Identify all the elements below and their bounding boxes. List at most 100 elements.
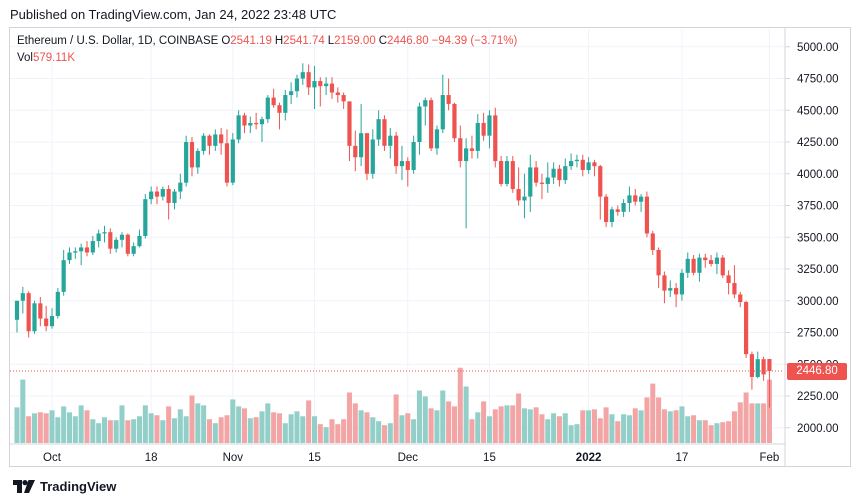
candle-body[interactable] xyxy=(399,161,405,167)
candle-body[interactable] xyxy=(84,247,90,253)
candle-body[interactable] xyxy=(230,139,235,183)
candle-body[interactable] xyxy=(539,182,545,184)
candle-body[interactable] xyxy=(429,100,434,149)
candle-body[interactable] xyxy=(294,78,300,92)
candle-body[interactable] xyxy=(131,246,136,254)
candle-body[interactable] xyxy=(720,257,725,276)
candle-body[interactable] xyxy=(44,318,49,327)
candle-body[interactable] xyxy=(522,196,527,201)
candle-body[interactable] xyxy=(236,115,241,140)
candle-body[interactable] xyxy=(277,105,282,113)
candle-body[interactable] xyxy=(213,134,218,146)
candle-body[interactable] xyxy=(318,81,323,87)
candle-body[interactable] xyxy=(259,119,265,125)
candle-body[interactable] xyxy=(119,234,125,240)
candle-body[interactable] xyxy=(499,161,504,184)
candle-body[interactable] xyxy=(551,168,556,178)
candle-body[interactable] xyxy=(405,161,410,170)
candle-body[interactable] xyxy=(411,142,416,170)
candle-body[interactable] xyxy=(656,249,661,276)
candle-body[interactable] xyxy=(714,257,720,264)
candle-body[interactable] xyxy=(423,100,428,107)
candle-body[interactable] xyxy=(679,272,685,295)
candle-body[interactable] xyxy=(178,182,183,192)
candle-body[interactable] xyxy=(370,139,375,174)
candle-body[interactable] xyxy=(283,95,288,113)
candle-body[interactable] xyxy=(324,83,329,87)
candle-body[interactable] xyxy=(743,302,749,355)
candle-body[interactable] xyxy=(73,251,78,253)
candle-body[interactable] xyxy=(114,239,119,249)
candle-body[interactable] xyxy=(592,162,597,167)
candle-body[interactable] xyxy=(312,81,317,88)
candle-body[interactable] xyxy=(376,119,381,140)
candle-body[interactable] xyxy=(615,209,620,212)
candle-body[interactable] xyxy=(149,191,154,200)
candle-body[interactable] xyxy=(662,275,667,291)
candle-body[interactable] xyxy=(464,148,469,162)
candle-body[interactable] xyxy=(446,95,451,104)
candle-body[interactable] xyxy=(254,122,259,125)
candle-body[interactable] xyxy=(487,115,492,136)
candle-body[interactable] xyxy=(364,133,370,174)
candle-body[interactable] xyxy=(627,195,632,203)
candle-body[interactable] xyxy=(96,233,101,242)
candle-body[interactable] xyxy=(528,167,533,197)
candle-body[interactable] xyxy=(598,166,603,197)
candle-body[interactable] xyxy=(557,168,562,181)
candle-body[interactable] xyxy=(265,97,270,120)
candle-body[interactable] xyxy=(201,135,206,151)
candle-body[interactable] xyxy=(545,177,550,184)
candle-body[interactable] xyxy=(668,288,673,291)
candle-body[interactable] xyxy=(452,103,457,139)
candle-body[interactable] xyxy=(67,252,72,261)
candle-body[interactable] xyxy=(569,161,574,167)
candle-body[interactable] xyxy=(143,199,148,236)
candle-body[interactable] xyxy=(219,134,224,144)
candle-body[interactable] xyxy=(434,129,440,149)
candle-body[interactable] xyxy=(650,233,655,250)
candle-body[interactable] xyxy=(359,133,364,158)
candle-body[interactable] xyxy=(189,142,195,168)
candle-body[interactable] xyxy=(516,189,521,201)
candle-body[interactable] xyxy=(604,196,609,223)
candle-body[interactable] xyxy=(382,119,387,146)
candle-body[interactable] xyxy=(388,135,393,146)
candle-body[interactable] xyxy=(32,303,37,332)
candle-body[interactable] xyxy=(417,106,422,143)
candle-body[interactable] xyxy=(49,316,55,327)
candle-body[interactable] xyxy=(172,191,177,203)
candle-body[interactable] xyxy=(166,189,171,203)
candle-body[interactable] xyxy=(580,159,585,170)
candle-body[interactable] xyxy=(691,258,696,273)
candle-body[interactable] xyxy=(125,234,130,254)
candle-body[interactable] xyxy=(38,303,43,319)
candle-body[interactable] xyxy=(207,135,212,146)
candle-body[interactable] xyxy=(242,115,247,126)
candle-body[interactable] xyxy=(306,72,311,88)
candle-body[interactable] xyxy=(563,166,568,181)
candle-body[interactable] xyxy=(708,260,714,264)
candle-body[interactable] xyxy=(154,191,160,197)
candle-body[interactable] xyxy=(633,195,638,202)
candle-body[interactable] xyxy=(574,159,580,162)
candle-body[interactable] xyxy=(335,92,340,96)
candle-body[interactable] xyxy=(749,354,755,377)
candle-body[interactable] xyxy=(79,247,84,252)
candle-body[interactable] xyxy=(586,162,591,170)
candle-body[interactable] xyxy=(703,257,708,261)
candle-body[interactable] xyxy=(14,300,20,320)
candle-body[interactable] xyxy=(534,167,539,183)
tradingview-footer[interactable]: TradingView xyxy=(13,479,116,494)
candle-body[interactable] xyxy=(458,138,463,162)
candle-body[interactable] xyxy=(440,95,445,130)
candle-body[interactable] xyxy=(55,291,60,317)
candle-body[interactable] xyxy=(20,293,25,301)
candle-body[interactable] xyxy=(638,196,644,202)
candle-body[interactable] xyxy=(697,257,702,273)
candle-body[interactable] xyxy=(732,282,737,295)
candle-body[interactable] xyxy=(341,95,346,102)
candle-body[interactable] xyxy=(481,122,486,136)
candle-body[interactable] xyxy=(224,143,230,183)
